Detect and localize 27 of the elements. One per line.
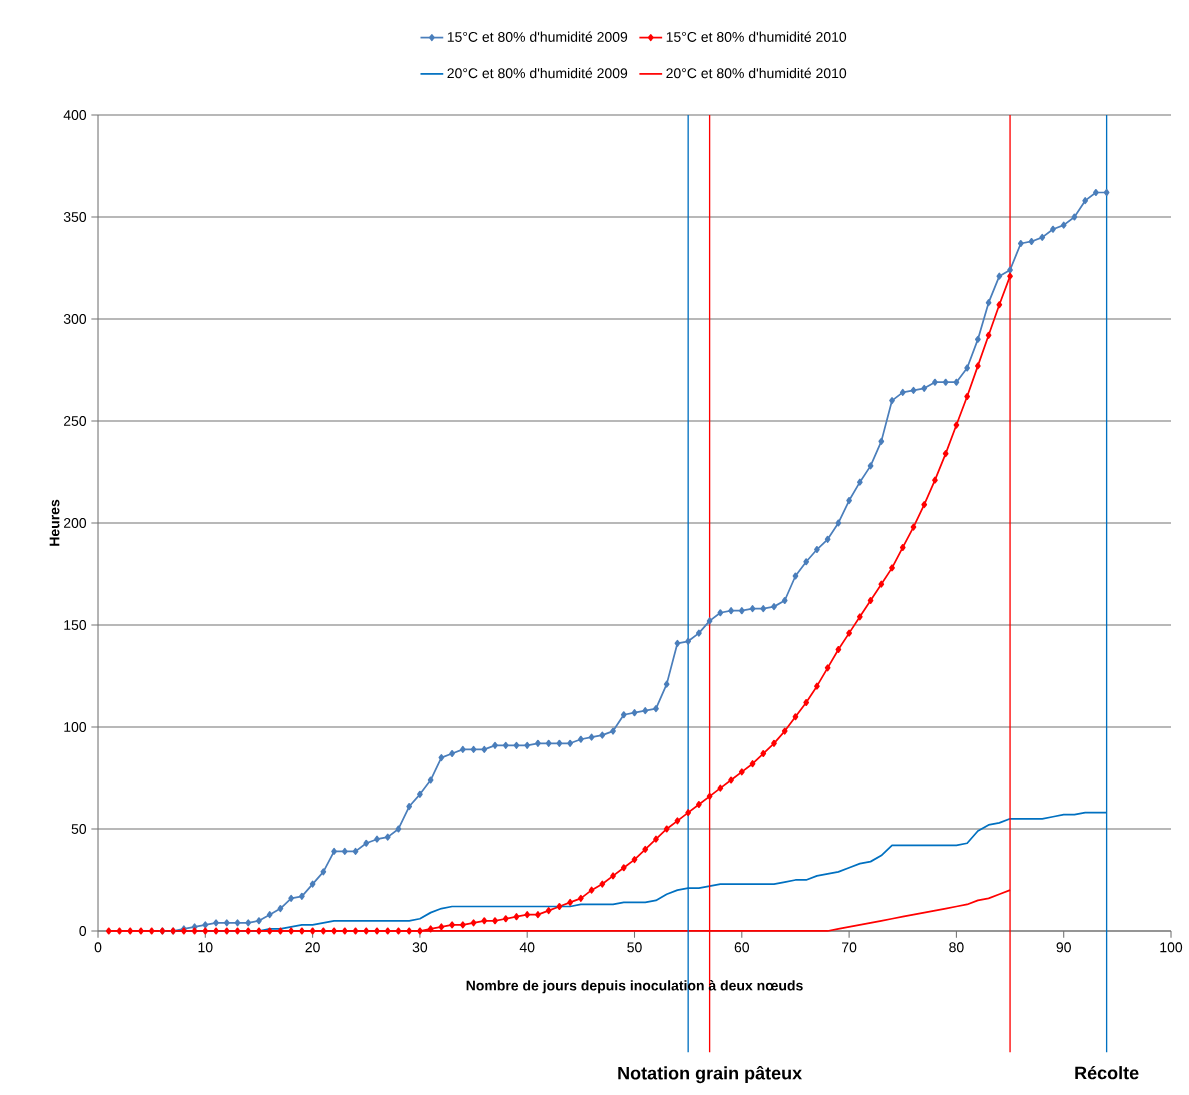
y-tick-label: 150 [64, 620, 87, 630]
y-tick-label: 400 [63, 110, 87, 120]
y-tick-label: 250 [63, 416, 87, 426]
y-tick-label: 200 [63, 518, 87, 528]
y-tick-label: 0 [79, 926, 87, 936]
x-tick-label: 30 [412, 942, 428, 953]
y-tick-label: 300 [63, 314, 87, 324]
ref-line-label: Notation grain pâteux [618, 1065, 802, 1084]
x-tick-label: 0 [94, 942, 102, 953]
x-tick-label: 20 [305, 942, 320, 953]
legend-label: 15°C et 80% d'humidité 2010 [666, 31, 847, 42]
y-tick-label: 50 [71, 824, 87, 834]
y-axis-title: Heures [49, 499, 60, 546]
x-tick-label: 50 [627, 942, 642, 953]
legend-label: 15°C et 80% d'humidité 2009 [447, 31, 628, 42]
x-tick-label: 40 [519, 942, 535, 953]
legend-label: 20°C et 80% d'humidité 2009 [447, 67, 628, 79]
x-tick-label: 10 [198, 942, 213, 953]
legend-label: 20°C et 80% d'humidité 2010 [666, 67, 847, 79]
x-tick-label: 70 [842, 942, 857, 953]
ref-line-label: Récolte [1075, 1065, 1139, 1080]
x-tick-label: 80 [949, 942, 964, 953]
y-tick-label: 350 [63, 212, 87, 222]
x-tick-label: 100 [1160, 942, 1183, 953]
x-tick-label: 60 [734, 942, 750, 953]
y-tick-label: 100 [64, 722, 87, 732]
x-tick-label: 90 [1056, 942, 1071, 953]
